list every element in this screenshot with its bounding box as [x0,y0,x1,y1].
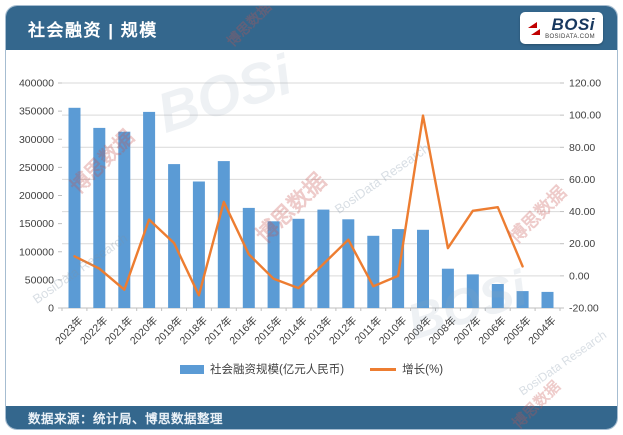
right-axis-tick-label: 20.00 [569,238,595,250]
bar-2013年 [317,209,330,308]
bar-2017年 [217,161,230,308]
right-axis-tick-label: -20.00 [569,303,599,315]
left-axis-tick-label: 300000 [19,134,54,146]
left-axis-tick-label: 350000 [19,106,54,118]
bar-2012年 [342,219,355,308]
report-card: 社会融资 | 规模 BOSi BOSIDATA.COM 120.00 100.00… [5,5,618,430]
right-axis-tick-label: 80.00 [569,142,595,154]
legend-bar-label: 社会融资规模(亿元人民币) [209,364,345,376]
header-bar: 社会融资 | 规模 BOSi BOSIDATA.COM [6,6,617,50]
left-axis-tick-label: 150000 [19,218,54,230]
bar-2019年 [168,164,181,308]
bar-2005年 [516,291,529,308]
right-axis-tick-label: 100.00 [569,110,601,122]
bar-series-swatch-icon [179,364,204,374]
legend-item-bar-series: 社会融资规模(亿元人民币) [179,361,345,377]
right-axis-tick-label: 120.00 [569,78,601,90]
page-title: 社会融资 | 规模 [28,20,158,40]
bar-2022年 [93,127,106,309]
logo-triangle-icon [528,21,538,28]
chart-area: 120.00 100.00 80.00 60.00 40.00 20.00 0.00 -20.… [6,50,617,406]
x-axis-label: 2004年 [526,314,559,347]
left-axis-tick-label: 0 [48,303,54,315]
logo-main: BOSi BOSIDATA.COM [545,16,595,40]
bar-2008年 [441,268,454,308]
bar-2020年 [143,111,156,309]
combo-chart: 120.00 100.00 80.00 60.00 40.00 20.00 0.00 -20.… [19,78,601,348]
right-axis-tick-label: 60.00 [569,174,595,186]
bar-2007年 [466,274,479,308]
left-axis-tick-label: 400000 [19,78,54,90]
legend-line-label: 增长(%) [402,364,444,376]
bar-2015年 [267,221,280,308]
x-axis-label: 2012年 [326,314,359,347]
bar-2006年 [491,284,504,308]
bosi-logo: BOSi BOSIDATA.COM [520,12,603,44]
left-axis-tick-label: 250000 [19,162,54,174]
bar-2018年 [192,181,205,308]
left-axis-tick-label: 50000 [25,274,54,286]
bar-2004年 [541,291,554,308]
chart-legend: 社会融资规模(亿元人民币) 增长(%) [6,361,617,377]
growth-line [73,114,524,297]
logo-text: BOSi [551,15,595,34]
right-axis-tick-label: 0.00 [569,270,590,282]
left-axis-tick-label: 100000 [19,246,54,258]
logo-triangles-icon [528,21,541,36]
bar-2021年 [118,131,131,308]
bar-2011年 [367,235,380,308]
bar-2016年 [242,207,255,308]
right-axis-tick-label: 40.00 [569,206,595,218]
footer-bar: 数据来源：统计局、博思数据整理 [6,406,617,429]
logo-subtext: BOSIDATA.COM [545,34,595,40]
bar-2014年 [292,218,305,308]
bar-2009年 [417,229,429,308]
legend-item-line-series: 增长(%) [370,361,443,377]
bar-2023年 [68,107,81,308]
data-source-note: 数据来源：统计局、博思数据整理 [28,412,224,426]
line-series-swatch-icon [370,367,397,371]
logo-triangle-icon [531,28,541,35]
left-axis-tick-label: 200000 [19,190,54,202]
